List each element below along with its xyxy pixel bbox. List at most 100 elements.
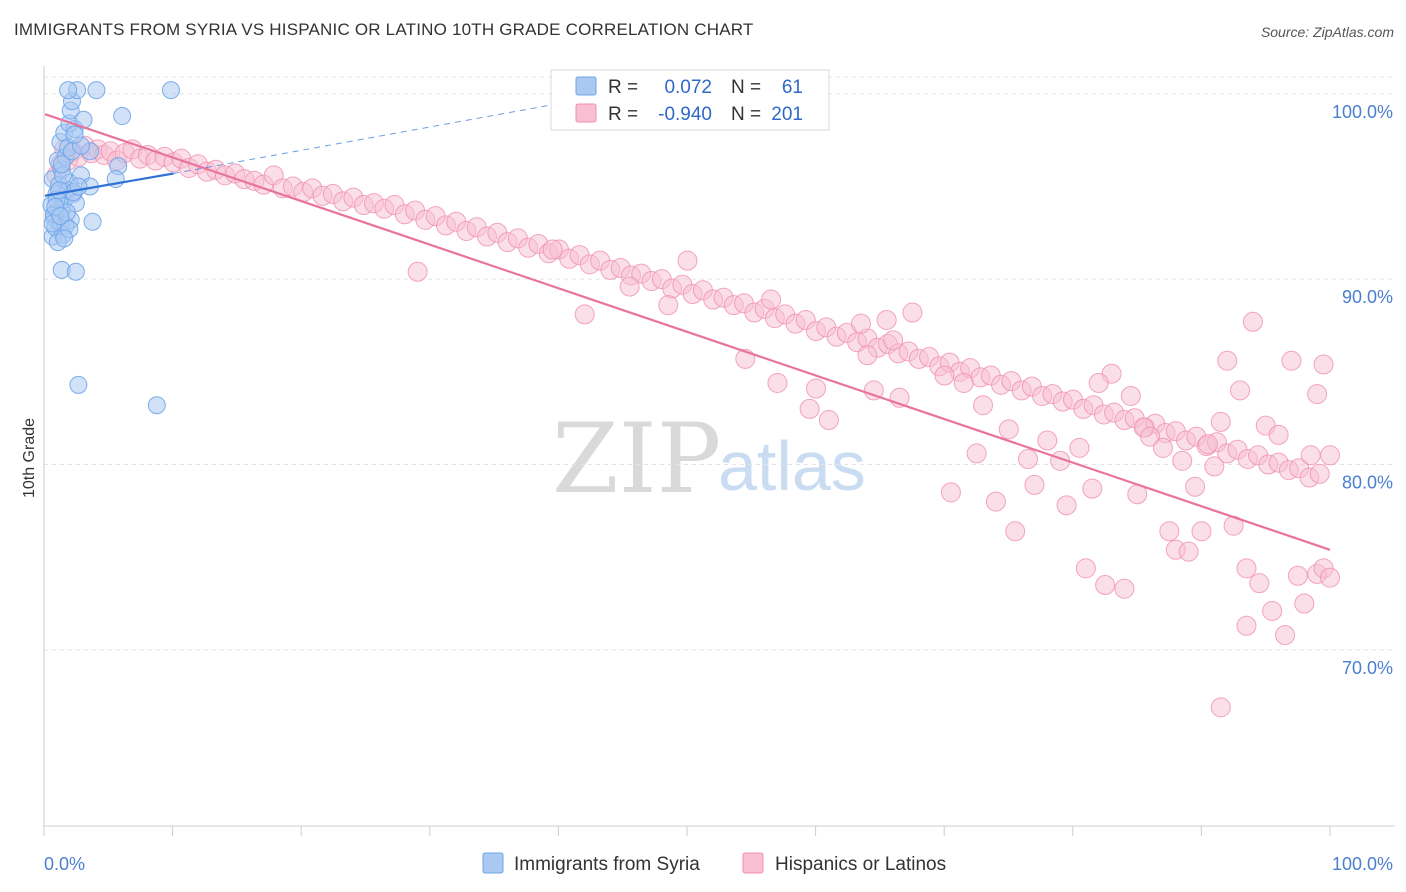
point-syria-41 — [66, 262, 85, 281]
point-hispanics-151 — [863, 380, 884, 401]
point-hispanics-197 — [1242, 311, 1263, 332]
point-hispanics-132 — [407, 261, 428, 282]
stats-swatch-hispanics — [575, 103, 597, 123]
point-syria-58 — [55, 229, 74, 248]
point-hispanics-190 — [1159, 521, 1180, 542]
point-syria-39 — [83, 212, 102, 231]
point-syria-55 — [52, 155, 71, 174]
legend-label-hispanics: Hispanics or Latinos — [775, 854, 946, 875]
point-hispanics-200 — [1281, 350, 1302, 371]
y-tick-label-2: 90.0% — [1342, 287, 1393, 307]
point-hispanics-205 — [1210, 697, 1231, 718]
point-hispanics-135 — [619, 276, 640, 297]
point-syria-53 — [50, 181, 69, 200]
point-hispanics-169 — [1191, 521, 1212, 542]
point-hispanics-172 — [1236, 558, 1257, 579]
legend: Immigrants from Syria Hispanics or Latin… — [482, 852, 946, 875]
point-hispanics-159 — [1082, 478, 1103, 499]
point-hispanics-201 — [1300, 445, 1321, 466]
point-syria-38 — [113, 107, 132, 126]
point-syria-29 — [59, 81, 78, 100]
point-hispanics-131 — [1309, 463, 1330, 484]
point-hispanics-149 — [799, 398, 820, 419]
stats-r-value-syria: 0.072 — [664, 77, 712, 98]
point-hispanics-170 — [1204, 456, 1225, 477]
point-hispanics-134 — [542, 239, 563, 260]
point-hispanics-145 — [953, 372, 974, 393]
y-axis-title: 10th Grade — [21, 418, 38, 498]
point-syria-30 — [87, 81, 106, 100]
point-hispanics-166 — [1152, 437, 1173, 458]
point-syria-31 — [161, 81, 180, 100]
point-hispanics-156 — [1037, 430, 1058, 451]
point-syria-51 — [69, 177, 88, 196]
stats-n-value-hispanics: 201 — [771, 104, 803, 125]
point-hispanics-181 — [940, 482, 961, 503]
point-hispanics-186 — [1075, 558, 1096, 579]
stats-box-frame — [550, 69, 830, 131]
point-hispanics-137 — [658, 295, 679, 316]
point-hispanics-196 — [1230, 380, 1251, 401]
point-hispanics-204 — [1320, 445, 1340, 466]
point-hispanics-174 — [1262, 600, 1283, 621]
point-hispanics-195 — [1217, 350, 1238, 371]
point-hispanics-154 — [998, 419, 1019, 440]
point-hispanics-147 — [767, 372, 788, 393]
point-hispanics-185 — [1056, 495, 1077, 516]
chart-title: IMMIGRANTS FROM SYRIA VS HISPANIC OR LAT… — [14, 20, 754, 39]
y-tick-label-3: 100.0% — [1332, 102, 1393, 122]
point-hispanics-136 — [574, 304, 595, 325]
stats-n-label-hispanics: N = — [731, 104, 761, 125]
point-hispanics-202 — [1307, 384, 1328, 405]
chart-source: Source: ZipAtlas.com — [1260, 24, 1394, 40]
point-hispanics-168 — [1185, 476, 1206, 497]
point-hispanics-177 — [1294, 593, 1315, 614]
point-hispanics-144 — [934, 365, 955, 386]
watermark: ZIP atlas — [552, 403, 866, 515]
point-hispanics-194 — [1210, 411, 1231, 432]
point-hispanics-192 — [1178, 541, 1199, 562]
axes — [43, 66, 1395, 836]
point-hispanics-193 — [1197, 434, 1218, 455]
stats-n-value-syria: 61 — [782, 77, 803, 98]
stats-box: R = 0.072 N = 61 R = -0.940 N = 201 — [550, 69, 830, 131]
point-syria-43 — [147, 396, 166, 415]
point-hispanics-150 — [818, 410, 839, 431]
legend-label-syria: Immigrants from Syria — [514, 854, 700, 875]
point-hispanics-162 — [1088, 372, 1109, 393]
point-hispanics-203 — [1313, 354, 1334, 375]
stats-n-label-syria: N = — [731, 77, 761, 98]
point-hispanics-165 — [1140, 426, 1161, 447]
x-tick-label-0: 0.0% — [44, 854, 85, 874]
point-hispanics-133 — [677, 250, 698, 271]
point-syria-60 — [51, 207, 70, 226]
trend-line-hispanics — [44, 113, 1331, 551]
y-tick-labels: 70.0% 80.0% 90.0% 100.0% — [1332, 102, 1393, 678]
point-hispanics-153 — [973, 395, 994, 416]
point-hispanics-141 — [902, 302, 923, 323]
point-hispanics-187 — [1095, 575, 1116, 596]
stats-swatch-syria — [575, 76, 597, 96]
point-hispanics-180 — [1320, 567, 1340, 588]
point-hispanics-183 — [985, 491, 1006, 512]
point-hispanics-163 — [1120, 385, 1141, 406]
x-tick-labels: 0.0% 100.0% — [44, 854, 1393, 874]
point-hispanics-143 — [857, 345, 878, 366]
trend-line-syria — [44, 172, 174, 197]
watermark-zip: ZIP — [552, 403, 721, 515]
point-hispanics-146 — [806, 378, 826, 399]
point-hispanics-188 — [1114, 578, 1135, 599]
point-syria-59 — [65, 125, 84, 144]
point-hispanics-176 — [1287, 565, 1308, 586]
point-hispanics-199 — [1268, 424, 1289, 445]
stats-r-value-hispanics: -0.940 — [658, 104, 712, 125]
trend-line-syria-extension — [173, 100, 572, 175]
y-tick-label-0: 70.0% — [1342, 658, 1393, 678]
stats-r-label-syria: R = — [608, 77, 638, 98]
point-hispanics-206 — [1236, 615, 1257, 636]
point-hispanics-155 — [1018, 448, 1039, 469]
point-hispanics-173 — [1249, 573, 1270, 594]
x-tick-label-1: 100.0% — [1332, 854, 1393, 874]
point-hispanics-184 — [1005, 521, 1026, 542]
